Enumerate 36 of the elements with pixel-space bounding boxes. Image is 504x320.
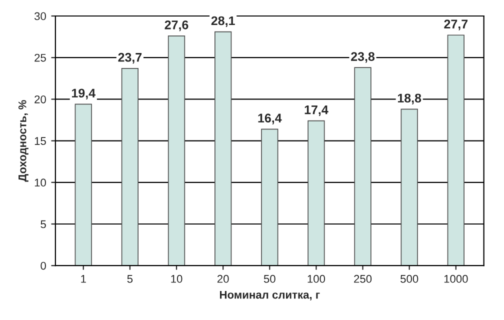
x-tick-label: 20: [217, 274, 229, 283]
x-tick-label: 250: [354, 274, 372, 283]
data-label: 28,1: [211, 16, 235, 27]
y-tick-label: 20: [34, 95, 46, 104]
data-label: 27,6: [164, 20, 188, 32]
x-tick-label: 500: [400, 274, 418, 283]
data-label: 16,4: [258, 114, 282, 124]
data-label: 19,4: [72, 88, 96, 100]
x-tick-label: 1000: [444, 274, 468, 283]
data-label: 27,7: [444, 20, 468, 30]
y-tick-label: 15: [34, 137, 46, 145]
bar: [214, 31, 232, 266]
x-axis-title: Номинал слитка, г: [220, 290, 320, 300]
bar: [261, 128, 278, 266]
y-tick-label: 30: [34, 12, 46, 20]
bar: [121, 68, 139, 266]
bar: [308, 120, 325, 266]
y-tick-label: 5: [40, 220, 46, 228]
y-tick-label: 10: [34, 178, 46, 187]
data-label: 18,8: [398, 94, 422, 104]
bar: [354, 67, 372, 266]
y-tick-label: 25: [34, 54, 46, 62]
x-tick-label: 5: [127, 275, 133, 283]
x-tick-label: 10: [171, 274, 182, 283]
bar: [400, 108, 418, 266]
bar: [74, 104, 92, 266]
data-label: 23,7: [118, 52, 142, 64]
bar: [168, 36, 186, 266]
y-tick-label: 0: [40, 262, 46, 270]
y-axis-title: Доходность, %: [18, 100, 28, 182]
bar: [447, 34, 464, 266]
x-tick-label: 50: [264, 274, 276, 283]
data-label: 23,8: [351, 52, 375, 63]
x-tick-label: 1: [81, 275, 86, 283]
data-label: 17,4: [304, 105, 328, 116]
x-tick-label: 100: [308, 274, 326, 283]
